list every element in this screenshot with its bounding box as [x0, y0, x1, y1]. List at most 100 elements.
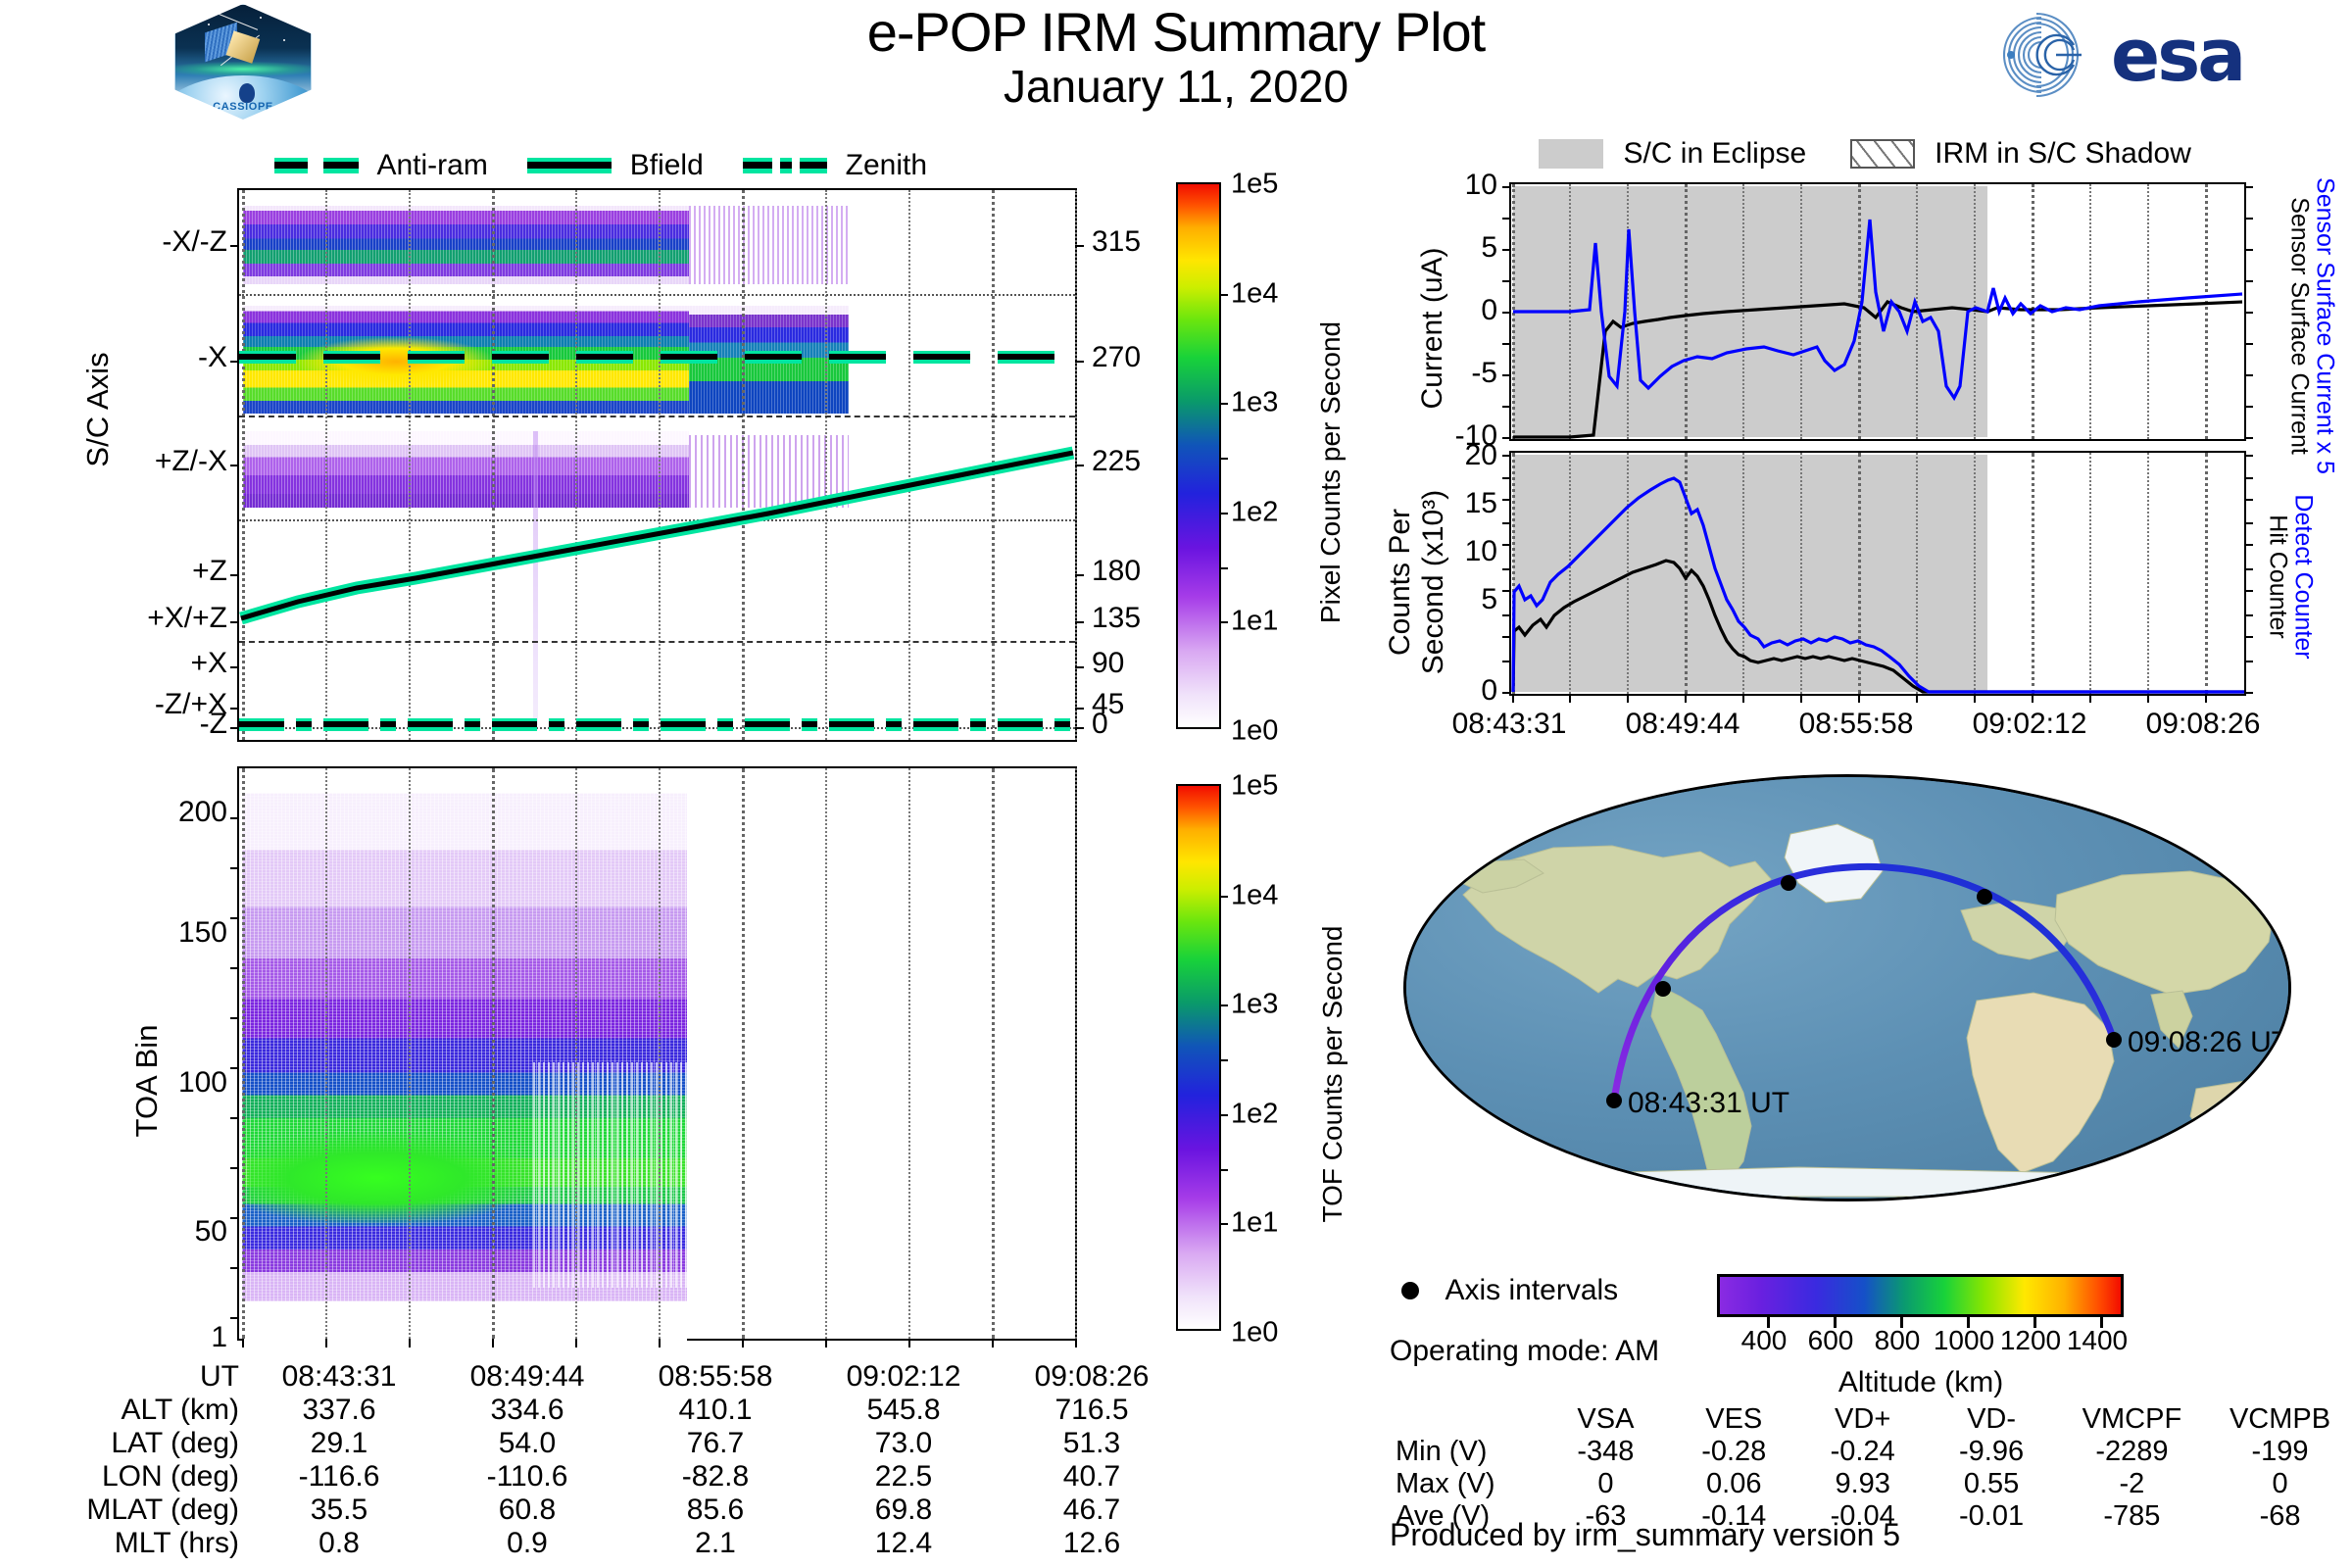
- eph-cell-5-4: 12.6: [1062, 1527, 1121, 1559]
- volt-cell-2-1: -0.14: [1701, 1500, 1767, 1532]
- volt-cell-2-3: -0.01: [1959, 1500, 2025, 1532]
- tof-cbar-tick-3: 1e2: [1231, 1098, 1279, 1130]
- pixel-counts-colorbar: 1e5 1e4 1e3 1e2 1e1 1e0: [1176, 169, 1278, 747]
- table-row: LON (deg) -116.6 -110.6 -82.8 22.5 40.7: [20, 1460, 1186, 1494]
- current-ytick-0: 10: [1464, 169, 1497, 201]
- table-row: UT 08:43:31 08:49:44 08:55:58 09:02:12 0…: [20, 1360, 1186, 1394]
- volt-cell-2-4: -785: [2103, 1500, 2161, 1532]
- angle-ytick-1: 270: [1092, 341, 1142, 373]
- counts-right-label-blue: Detect Counter: [2289, 494, 2318, 660]
- volt-col-0: VSA: [1577, 1403, 1635, 1435]
- axis-interval-marker-icon: [1401, 1282, 1419, 1299]
- volt-cell-0-5: -199: [2251, 1436, 2309, 1467]
- eph-cell-4-4: 46.7: [1062, 1494, 1121, 1526]
- volt-cell-0-4: -2289: [2095, 1436, 2169, 1467]
- toa-spectrogram-plot: [230, 766, 1077, 1348]
- volt-cell-0-1: -0.28: [1701, 1436, 1767, 1467]
- eph-cell-4-2: 85.6: [686, 1494, 745, 1526]
- eph-cell-0-4: 09:08:26: [1034, 1360, 1150, 1393]
- esa-emblem-icon: [2002, 12, 2082, 98]
- eph-row-label-3: LON (deg): [101, 1460, 239, 1493]
- angle-ytick-0: 315: [1092, 225, 1142, 258]
- eph-cell-2-4: 51.3: [1062, 1427, 1121, 1459]
- tof-cbar-tick-0: 1e5: [1231, 769, 1279, 802]
- esa-logo: esa: [1980, 8, 2332, 102]
- page-title: e-POP IRM Summary Plot: [866, 1, 1486, 63]
- angle-ytick-6: 45: [1092, 688, 1125, 720]
- tof-cbar-label: TOF Counts per Second: [1317, 925, 1348, 1223]
- volt-cell-0-2: -0.24: [1830, 1436, 1895, 1467]
- trace-zenith: [239, 718, 1075, 731]
- tof-counts-colorbar: 1e5 1e4 1e3 1e2 1e1 1e0: [1176, 770, 1278, 1348]
- counts-ytick-3: 5: [1481, 583, 1497, 615]
- eph-cell-4-0: 35.5: [310, 1494, 368, 1526]
- right-time-tick-3: 09:02:12: [1972, 708, 2087, 740]
- right-time-tick-0: 08:43:31: [1451, 708, 1567, 740]
- eph-cell-4-1: 60.8: [498, 1494, 557, 1526]
- csa-emblem: [238, 82, 255, 103]
- volt-cell-1-4: -2: [2119, 1468, 2145, 1499]
- sc-axis-ylabel: S/C Axis: [80, 352, 115, 467]
- alt-cbar-tick-4: 1200: [1999, 1325, 2062, 1355]
- volt-cell-1-3: 0.55: [1963, 1468, 2020, 1499]
- current-ytick-3: -5: [1471, 357, 1497, 389]
- alt-cbar-tick-3: 1000: [1933, 1325, 1995, 1355]
- table-row: Max (V) 0 0.06 9.93 0.55 -2 0: [1390, 1468, 2352, 1500]
- volt-cell-2-0: -63: [1585, 1500, 1627, 1532]
- volt-row-label-1: Max (V): [1396, 1468, 1495, 1499]
- alt-cbar-tick-2: 800: [1874, 1325, 1921, 1355]
- alt-cbar-label: Altitude (km): [1838, 1366, 2004, 1398]
- spectro-band-minusX-minusZ-tail: [689, 206, 849, 284]
- volt-col-1: VES: [1705, 1403, 1763, 1435]
- page-subtitle: January 11, 2020: [1003, 60, 1349, 112]
- sc-axis-ytick-0: -X/-Z: [162, 225, 227, 258]
- volt-row-label-0: Min (V): [1396, 1436, 1488, 1467]
- counters-plot: [1502, 451, 2253, 703]
- spectro-band-minusX-minusZ: [243, 206, 689, 284]
- current-ytick-4: -10: [1454, 419, 1497, 452]
- eph-row-label-5: MLT (hrs): [114, 1527, 239, 1559]
- eph-cell-1-0: 337.6: [302, 1394, 376, 1426]
- tof-cbar-tick-1: 1e4: [1231, 879, 1279, 911]
- eph-cell-1-4: 716.5: [1054, 1394, 1129, 1426]
- eph-cell-1-3: 545.8: [866, 1394, 941, 1426]
- eph-cell-1-2: 410.1: [678, 1394, 753, 1426]
- toa-ytick-4: 1: [211, 1321, 227, 1353]
- ephemeris-table: UT 08:43:31 08:49:44 08:55:58 09:02:12 0…: [20, 1360, 1186, 1560]
- eph-row-label-0: UT: [200, 1360, 239, 1393]
- legend-label-zenith: Zenith: [845, 149, 928, 181]
- volt-col-4: VMCPF: [2082, 1403, 2182, 1435]
- spectro-vertical-streak: [533, 431, 538, 725]
- cassiope-mission-logo: CASSIOPE: [174, 4, 312, 120]
- tof-cbar-tick-4: 1e1: [1231, 1206, 1279, 1239]
- alt-cbar-tick-5: 1400: [2066, 1325, 2129, 1355]
- spectro-band-plusZ-minusX: [243, 431, 689, 508]
- voltage-table: VSA VES VD+ VD- VMCPF VCMPB Min (V) -348…: [1390, 1403, 2352, 1533]
- table-header-row: VSA VES VD+ VD- VMCPF VCMPB: [1390, 1403, 2352, 1436]
- sc-axis-ytick-5: +X: [190, 647, 227, 679]
- counts-ytick-2: 10: [1464, 535, 1497, 567]
- eph-row-label-1: ALT (km): [121, 1394, 239, 1426]
- eph-cell-1-1: 334.6: [490, 1394, 564, 1426]
- volt-cell-2-2: -0.04: [1830, 1500, 1895, 1532]
- volt-col-5: VCMPB: [2229, 1403, 2331, 1435]
- eph-row-label-2: LAT (deg): [111, 1427, 239, 1459]
- current-ytick-2: 0: [1481, 294, 1497, 326]
- world-landmasses: [1451, 823, 2276, 1198]
- legend-swatch-bfield: [527, 158, 612, 173]
- volt-col-3: VD-: [1967, 1403, 2017, 1435]
- pixel-cbar-tick-2: 1e3: [1231, 386, 1279, 418]
- table-row: ALT (km) 337.6 334.6 410.1 545.8 716.5: [20, 1394, 1186, 1427]
- table-row: Ave (V) -63 -0.14 -0.04 -0.01 -785 -68: [1390, 1500, 2352, 1533]
- esa-wordmark: esa: [2111, 14, 2246, 98]
- right-time-tick-1: 08:49:44: [1625, 708, 1740, 740]
- pixel-cbar-tick-3: 1e2: [1231, 496, 1279, 528]
- eph-cell-3-2: -82.8: [681, 1460, 750, 1493]
- table-row: LAT (deg) 29.1 54.0 76.7 73.0 51.3: [20, 1427, 1186, 1460]
- volt-cell-1-5: 0: [2272, 1468, 2288, 1499]
- sc-axis-ytick-1: -X: [198, 341, 227, 373]
- table-row: MLAT (deg) 35.5 60.8 85.6 69.8 46.7: [20, 1494, 1186, 1527]
- eph-cell-5-3: 12.4: [874, 1527, 933, 1559]
- axis-intervals-label: Axis intervals: [1445, 1274, 1619, 1306]
- eph-cell-2-0: 29.1: [310, 1427, 368, 1459]
